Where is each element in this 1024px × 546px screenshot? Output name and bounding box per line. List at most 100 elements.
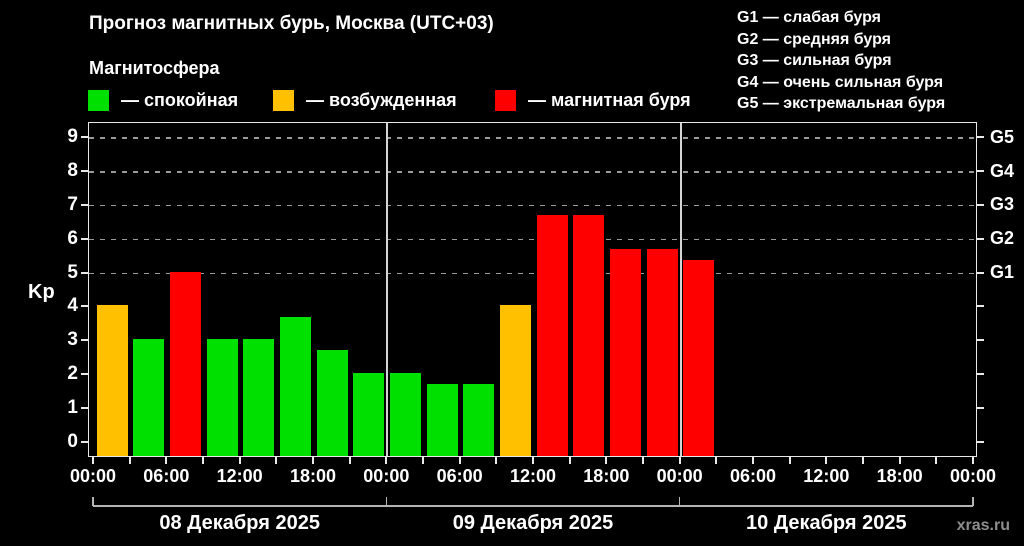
x-tick (348, 457, 351, 464)
right-axis-label-G4: G4 (990, 160, 1015, 181)
y-tick-right (977, 203, 984, 206)
x-tick-label: 00:00 (949, 466, 997, 486)
y-tick-left (81, 136, 88, 139)
page-title: Прогноз магнитных бурь, Москва (UTC+03) (89, 13, 494, 34)
y-tick-right (977, 271, 984, 274)
y-tick-left (81, 237, 88, 240)
gridline-kp8 (89, 171, 976, 173)
y-tick-label: 0 (67, 430, 78, 452)
legend-label-storm: — магнитная буря (528, 90, 691, 110)
storm-color-swatch (495, 90, 516, 111)
y-tick-left (81, 440, 88, 443)
date-bracket-tick (972, 497, 974, 506)
kp-bar (170, 271, 202, 456)
y-tick-label: 2 (67, 363, 78, 385)
x-tick (532, 457, 534, 464)
g-scale-legend: G1 — слабая буря G2 — средняя буря G3 — … (737, 7, 945, 115)
right-axis-label-G2: G2 (990, 228, 1015, 249)
kp-bar (96, 305, 128, 456)
y-tick-label: 8 (67, 160, 78, 182)
x-tick (128, 457, 131, 464)
x-tick-label: 18:00 (583, 466, 630, 486)
y-tick-label: 7 (67, 193, 78, 215)
legend-item-excited: — возбужденная (273, 89, 457, 112)
kp-bar (463, 384, 495, 456)
plot-area (88, 122, 977, 457)
x-tick (825, 457, 828, 464)
y-tick-right (977, 237, 984, 240)
y-tick-right (977, 440, 984, 443)
kp-bar (573, 215, 605, 456)
x-tick-label: 00:00 (69, 466, 117, 486)
g4-legend-line: G4 — очень сильная буря (737, 73, 944, 91)
gridline-kp7 (89, 204, 976, 207)
y-tick-label: 3 (67, 329, 78, 351)
excited-color-swatch (273, 90, 294, 111)
x-tick (92, 457, 94, 464)
x-tick (202, 457, 204, 464)
y-tick-label: 1 (67, 396, 78, 418)
x-tick-label: 06:00 (436, 466, 483, 486)
date-bracket-tick (678, 497, 681, 506)
kp-bar (683, 260, 715, 456)
x-tick-label: 18:00 (289, 466, 337, 486)
x-tick (788, 457, 791, 464)
x-tick (935, 457, 938, 464)
gridline-kp9 (89, 137, 976, 139)
x-tick (605, 457, 608, 464)
kp-bar (206, 339, 238, 456)
y-tick-right (977, 305, 984, 308)
x-tick-label: 12:00 (803, 466, 850, 486)
subtitle-magnetosphere: Магнитосфера (89, 58, 220, 78)
legend-item-storm: — магнитная буря (495, 89, 691, 112)
kp-bar (610, 248, 642, 456)
date-bracket-tick (92, 497, 94, 506)
y-tick-left (81, 339, 88, 342)
kp-bar (500, 305, 532, 456)
x-tick-label: 00:00 (363, 466, 410, 486)
kp-bar (646, 248, 678, 456)
kp-bar (353, 373, 385, 456)
legend-label-excited: — возбужденная (306, 90, 457, 110)
x-tick (678, 457, 681, 464)
date-bracket-tick (385, 497, 388, 506)
x-tick (862, 457, 864, 464)
right-axis-label-G1: G1 (990, 262, 1015, 283)
y-tick-label: 9 (67, 126, 78, 148)
kp-bar (280, 316, 312, 456)
quiet-color-swatch (88, 90, 109, 111)
kp-bar (390, 373, 422, 456)
right-axis-label-G5: G5 (990, 126, 1015, 147)
day-divider (679, 123, 682, 456)
y-tick-left (81, 305, 88, 308)
x-tick (752, 457, 754, 464)
y-tick-right (977, 373, 984, 376)
x-tick (165, 457, 168, 464)
gridline-kp5 (89, 272, 976, 275)
x-tick (238, 457, 241, 464)
x-tick-label: 12:00 (216, 466, 263, 486)
g5-legend-line: G5 — экстремальная буря (737, 95, 946, 113)
g2-legend-line: G2 — средняя буря (737, 30, 891, 48)
kp-bar (133, 339, 165, 456)
day-divider (386, 123, 389, 456)
g1-legend-line: G1 — слабая буря (737, 9, 882, 26)
legend-label-quiet: — спокойная (121, 90, 239, 110)
x-tick (715, 457, 718, 464)
x-tick (385, 457, 388, 464)
y-tick-left (81, 203, 88, 206)
g3-legend-line: G3 — сильная буря (737, 52, 892, 70)
x-tick (568, 457, 571, 464)
gridline-kp6 (89, 238, 976, 241)
x-tick-label: 06:00 (143, 466, 190, 486)
watermark-xras: xras.ru (956, 517, 1010, 534)
kp-bar (316, 350, 348, 456)
kp-bar (426, 384, 458, 456)
x-tick (495, 457, 498, 464)
kp-bar (536, 215, 568, 456)
x-tick (898, 457, 901, 464)
y-axis-title-kp: Kp (28, 281, 55, 303)
date-bracket-line (93, 505, 973, 507)
date-label: 09 Декабря 2025 (452, 512, 614, 534)
y-tick-right (977, 170, 984, 173)
